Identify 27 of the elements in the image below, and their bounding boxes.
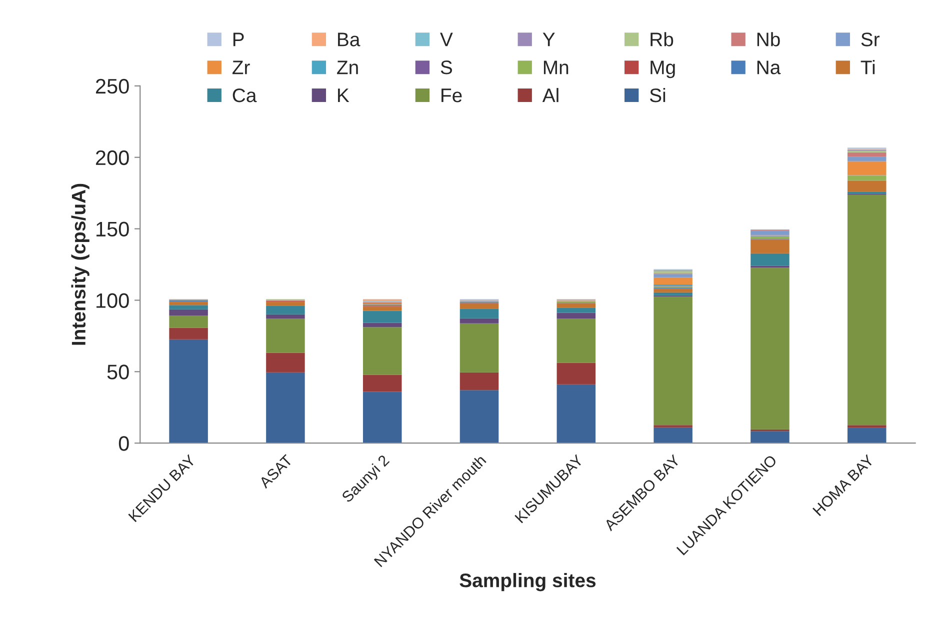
y-tick-label: 50 <box>107 364 129 380</box>
legend-label: Sr <box>861 32 880 46</box>
legend-label: Mn <box>544 60 568 74</box>
legend-label: Rb <box>650 32 674 46</box>
legend-label: Al <box>542 88 558 102</box>
legend-label: S <box>440 60 452 74</box>
y-tick-label: 250 <box>96 78 129 94</box>
legend-label: Na <box>757 60 781 74</box>
y-tick-label: 100 <box>96 293 129 308</box>
y-tick-label: 200 <box>96 150 129 166</box>
legend-label: K <box>338 88 350 102</box>
legend-label: Ca <box>232 88 257 102</box>
legend-label: Zn <box>337 60 358 74</box>
legend-label: Ba <box>338 32 360 46</box>
legend-label: Zr <box>232 60 250 74</box>
legend-label: Y <box>542 32 555 46</box>
legend-label: Ti <box>860 60 875 74</box>
y-axis-title: Intensity (cps/uA) <box>71 184 90 345</box>
y-tick-label: 150 <box>96 222 129 237</box>
legend-label: V <box>440 32 453 46</box>
y-tick-label: 0 <box>118 436 129 451</box>
legend-label: Nb <box>757 32 780 46</box>
legend-label: Fe <box>442 88 462 102</box>
legend-label: Si <box>650 88 666 102</box>
x-axis-title: Sampling sites <box>460 573 596 592</box>
legend-label: Mg <box>650 60 675 78</box>
legend-label: P <box>233 32 244 46</box>
